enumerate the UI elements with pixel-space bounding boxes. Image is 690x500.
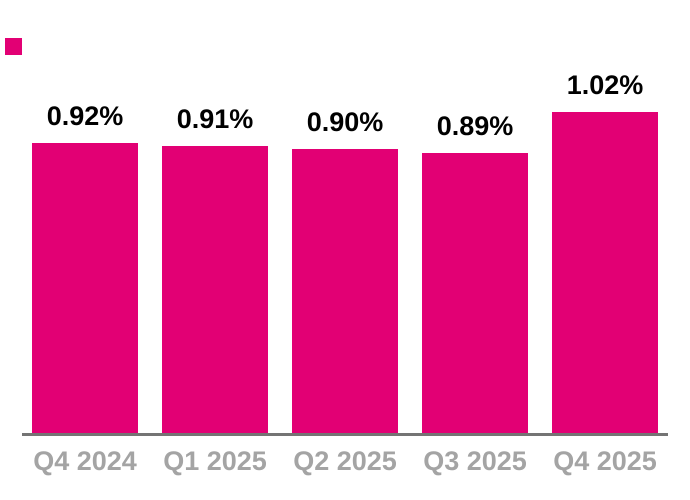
x-axis-line <box>22 433 668 436</box>
bar-category-label: Q1 2025 <box>163 446 267 476</box>
bar <box>422 153 528 433</box>
bar-category-label: Q4 2024 <box>33 446 137 476</box>
bar-category-label: Q4 2025 <box>553 446 657 476</box>
bar <box>292 149 398 433</box>
bar-category-label: Q2 2025 <box>293 446 397 476</box>
bar <box>162 146 268 433</box>
bar-value-label: 0.91% <box>176 104 254 134</box>
bar-category-label: Q3 2025 <box>423 446 527 476</box>
bar-value-label: 0.89% <box>436 111 514 141</box>
bar <box>32 143 138 433</box>
bar <box>552 112 658 433</box>
bar-value-label: 0.90% <box>306 107 384 137</box>
corner-swatch <box>5 38 22 55</box>
bar-value-label: 1.02% <box>566 70 644 100</box>
bar-value-label: 0.92% <box>46 101 124 131</box>
